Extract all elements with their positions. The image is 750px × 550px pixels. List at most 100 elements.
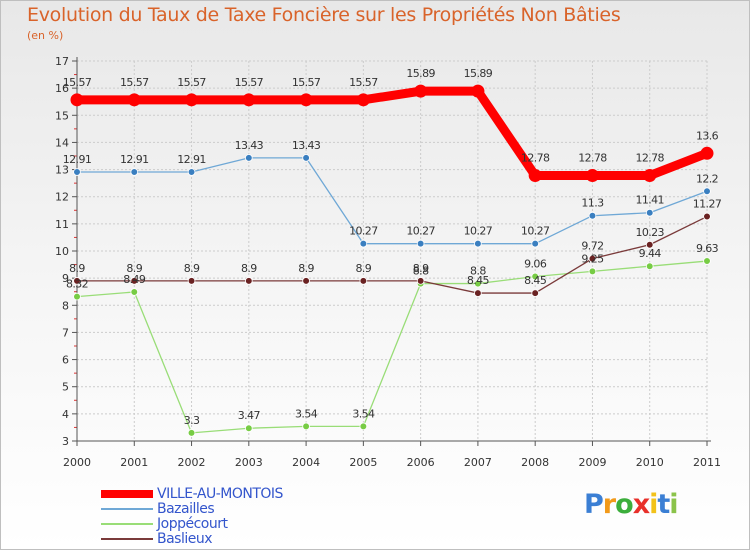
data-label-bazailles: 10.27 [349, 225, 378, 238]
data-label-bazailles: 12.2 [696, 172, 718, 185]
data-label-bazailles: 11.3 [581, 197, 604, 210]
data-label-ville-au-montois: 15.89 [464, 67, 493, 80]
data-point-jopp-court [73, 292, 81, 301]
logo-letter: x [632, 489, 650, 520]
data-point-ville-au-montois [299, 93, 313, 107]
data-label-ville-au-montois: 15.57 [120, 76, 149, 89]
data-point-bazailles [588, 211, 597, 220]
logo-letter: r [602, 489, 616, 520]
data-point-baslieux [130, 277, 139, 285]
data-point-ville-au-montois [356, 93, 370, 107]
data-point-baslieux [645, 240, 654, 249]
logo-letter: i [669, 489, 678, 520]
x-tick-label: 2009 [578, 456, 606, 469]
data-label-bazailles: 10.27 [406, 225, 435, 238]
data-point-ville-au-montois [242, 93, 256, 107]
data-label-baslieux: 8.9 [413, 262, 429, 275]
y-tick-label: 12 [55, 191, 69, 204]
data-label-bazailles: 13.43 [235, 139, 264, 152]
x-tick-label: 2000 [63, 456, 91, 469]
legend-label: Baslieux [157, 531, 213, 547]
series-line-baslieux [76, 215, 708, 294]
y-tick-label: 14 [55, 136, 69, 149]
data-point-baslieux [588, 254, 597, 263]
data-point-jopp-court [588, 267, 597, 276]
data-label-ville-au-montois: 15.57 [177, 76, 206, 89]
data-point-ville-au-montois [127, 93, 141, 107]
proxiti-logo: Proxiti [584, 489, 679, 520]
data-label-ville-au-montois: 15.57 [292, 76, 321, 89]
data-label-baslieux: 8.45 [524, 274, 547, 287]
data-point-bazailles [130, 168, 139, 176]
data-label-bazailles: 12.91 [63, 153, 92, 166]
legend-swatch [101, 508, 153, 510]
data-point-bazailles [474, 239, 482, 248]
x-tick-label: 2006 [407, 456, 435, 469]
data-point-baslieux [245, 277, 253, 285]
data-point-jopp-court [359, 422, 368, 431]
data-point-bazailles [187, 168, 196, 176]
data-point-bazailles [245, 154, 253, 162]
data-label-jopp-court: 9.25 [581, 252, 604, 265]
data-label-jopp-court: 3.3 [184, 414, 200, 427]
data-label-jopp-court: 8.32 [66, 278, 88, 291]
data-point-jopp-court [703, 257, 711, 265]
data-point-baslieux [416, 277, 425, 285]
y-tick-label: 17 [55, 55, 69, 68]
data-label-jopp-court: 8.49 [123, 273, 146, 286]
data-label-jopp-court: 3.54 [295, 407, 318, 420]
data-label-jopp-court: 8.8 [413, 265, 429, 278]
y-tick-label: 16 [55, 82, 69, 95]
data-label-jopp-court: 9.06 [524, 258, 547, 271]
data-label-baslieux: 8.9 [126, 262, 142, 275]
x-tick-label: 2005 [349, 456, 377, 469]
data-label-bazailles: 11.41 [635, 194, 664, 207]
data-point-baslieux [531, 289, 539, 297]
data-point-ville-au-montois [585, 169, 599, 183]
data-point-baslieux [187, 277, 196, 285]
data-point-bazailles [359, 239, 368, 248]
data-point-bazailles [531, 239, 539, 248]
data-point-bazailles [73, 168, 81, 176]
data-label-baslieux: 8.9 [356, 262, 372, 275]
data-point-ville-au-montois [185, 93, 199, 107]
data-label-baslieux: 9.72 [581, 240, 603, 253]
data-label-baslieux: 8.9 [69, 262, 85, 275]
logo-letter: t [657, 489, 670, 520]
data-point-baslieux [359, 277, 368, 285]
series-line-jopp-court [76, 260, 708, 434]
data-point-jopp-court [645, 262, 654, 271]
data-label-ville-au-montois: 15.89 [406, 67, 435, 80]
data-point-jopp-court [245, 424, 253, 433]
data-point-ville-au-montois [414, 84, 428, 98]
data-point-bazailles [703, 187, 711, 196]
data-label-ville-au-montois: 12.78 [635, 152, 664, 165]
legend-label: VILLE-AU-MONTOIS [157, 486, 283, 502]
data-point-jopp-court [302, 422, 310, 431]
data-label-baslieux: 11.27 [693, 198, 722, 211]
legend-swatch [101, 538, 153, 540]
data-label-bazailles: 12.91 [120, 153, 149, 166]
series-line-ville-au-montois [72, 86, 712, 181]
data-point-jopp-court [187, 429, 196, 437]
x-tick-label: 2010 [636, 456, 664, 469]
logo-letter: o [615, 489, 634, 520]
data-point-ville-au-montois [471, 84, 485, 98]
data-label-ville-au-montois: 12.78 [578, 152, 607, 165]
legend-swatch [101, 490, 153, 498]
axes: 3 4 5 6 7 8 9 10 11 12 13 14 15 16 17 2000 2001 2002 2003 2… [55, 55, 721, 469]
data-label-jopp-court: 9.63 [696, 242, 719, 255]
logo-letter: i [649, 489, 658, 520]
y-tick-label: 3 [62, 435, 69, 448]
data-point-ville-au-montois [70, 93, 84, 107]
data-point-ville-au-montois [528, 169, 542, 183]
data-point-baslieux [302, 277, 310, 285]
data-label-ville-au-montois: 15.57 [235, 76, 264, 89]
y-tick-label: 7 [62, 326, 69, 339]
data-labels: 15.57 15.57 15.57 15.57 15.57 15.57 15.89 15.89… [63, 67, 723, 427]
legend-swatch [101, 523, 153, 525]
data-label-jopp-court: 3.47 [238, 409, 261, 422]
data-point-baslieux [703, 212, 711, 221]
y-tick-label: 8 [62, 299, 69, 312]
data-label-ville-au-montois: 15.57 [349, 76, 378, 89]
